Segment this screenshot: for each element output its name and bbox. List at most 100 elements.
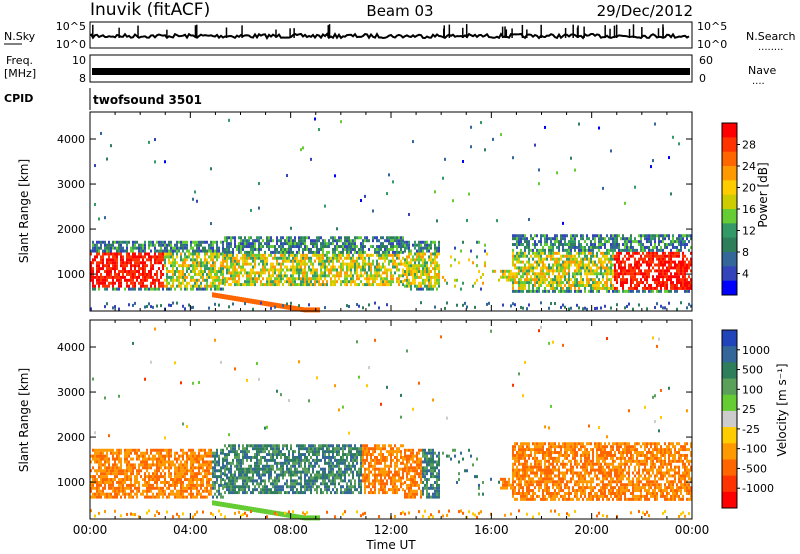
power-cell (338, 271, 340, 275)
power-cell (512, 289, 514, 293)
power-cell (626, 248, 628, 252)
power-cell (200, 258, 202, 262)
power-cell (422, 246, 424, 250)
velocity-cell (252, 506, 254, 512)
power-cell (562, 269, 564, 273)
power-cell (420, 264, 422, 268)
power-cell (338, 259, 340, 263)
power-cell (246, 259, 248, 263)
power-cell (442, 176, 444, 180)
velocity-cell (126, 451, 128, 455)
power-cell (150, 261, 152, 265)
power-cell (270, 283, 272, 287)
velocity-cell (234, 479, 236, 483)
velocity-cell (146, 460, 148, 464)
power-cell (272, 302, 274, 308)
velocity-cell (252, 479, 254, 483)
power-cell (478, 240, 480, 244)
velocity-cell (154, 454, 156, 458)
velocity-cell (108, 434, 110, 438)
velocity-cell (198, 460, 200, 464)
power-cell (274, 305, 276, 309)
power-cell (92, 240, 94, 244)
power-cell (312, 274, 314, 278)
velocity-cell (160, 480, 162, 484)
velocity-cell (178, 478, 180, 482)
power-cell (374, 277, 376, 281)
power-cell (636, 251, 638, 255)
power-cell (266, 280, 268, 284)
power-cell (380, 253, 382, 257)
velocity-cell (204, 448, 206, 452)
velocity-cell (138, 489, 140, 493)
power-cell (534, 283, 536, 287)
power-cell (344, 242, 346, 246)
power-cell (670, 240, 672, 244)
power-cell (258, 206, 260, 210)
velocity-cell (208, 472, 210, 476)
power-cell (564, 263, 566, 267)
power-cell (292, 283, 294, 287)
colorbar-tick-label: 8 (742, 246, 749, 259)
power-cell (156, 278, 158, 282)
power-cell (286, 265, 288, 269)
power-cell (248, 250, 250, 254)
power-cell (98, 284, 100, 288)
velocity-cell (194, 457, 196, 461)
power-cell (606, 254, 608, 258)
power-cell (268, 280, 270, 284)
power-cell (118, 278, 120, 282)
power-cell (624, 269, 626, 273)
power-cell (106, 249, 108, 253)
power-cell (132, 287, 134, 291)
power-cell (272, 268, 274, 272)
power-cell (190, 287, 192, 291)
power-cell (272, 256, 274, 260)
power-cell (512, 263, 514, 267)
power-cell (646, 245, 648, 249)
velocity-cell (246, 455, 248, 459)
velocity-cell (180, 478, 182, 482)
power-cell (674, 289, 676, 293)
power-cell (252, 259, 254, 263)
power-cell (230, 256, 232, 260)
velocity-cell (238, 461, 240, 465)
power-cell (378, 239, 380, 243)
power-cell (524, 234, 526, 238)
power-cell (216, 270, 218, 274)
power-cell (676, 286, 678, 290)
power-cell (274, 302, 276, 308)
power-cell (378, 253, 380, 257)
power-cell (644, 278, 646, 282)
power-cell (170, 264, 172, 268)
power-cell (512, 283, 514, 287)
power-cell (170, 284, 172, 288)
velocity-cell (168, 492, 170, 496)
velocity-cell (192, 463, 194, 467)
power-cell (314, 268, 316, 272)
velocity-cell (214, 480, 216, 484)
velocity-cell (202, 483, 204, 487)
power-cell (422, 258, 424, 262)
power-cell (282, 274, 284, 278)
power-cell (380, 242, 382, 246)
velocity-cell (168, 495, 170, 499)
power-cell (218, 278, 220, 282)
power-cell (680, 263, 682, 267)
power-cell (234, 262, 236, 266)
power-cell (572, 272, 574, 276)
power-cell (166, 272, 168, 276)
power-cell (180, 284, 182, 288)
velocity-cell (190, 495, 192, 499)
power-cell (268, 274, 270, 278)
power-cell (638, 289, 640, 293)
power-cell (264, 250, 266, 254)
power-cell (298, 277, 300, 281)
power-cell (126, 270, 128, 274)
velocity-cell (242, 455, 244, 459)
power-cell (220, 261, 222, 265)
power-cell (116, 267, 118, 271)
power-cell (148, 272, 150, 276)
power-cell (412, 270, 414, 274)
velocity-cell (226, 473, 228, 477)
